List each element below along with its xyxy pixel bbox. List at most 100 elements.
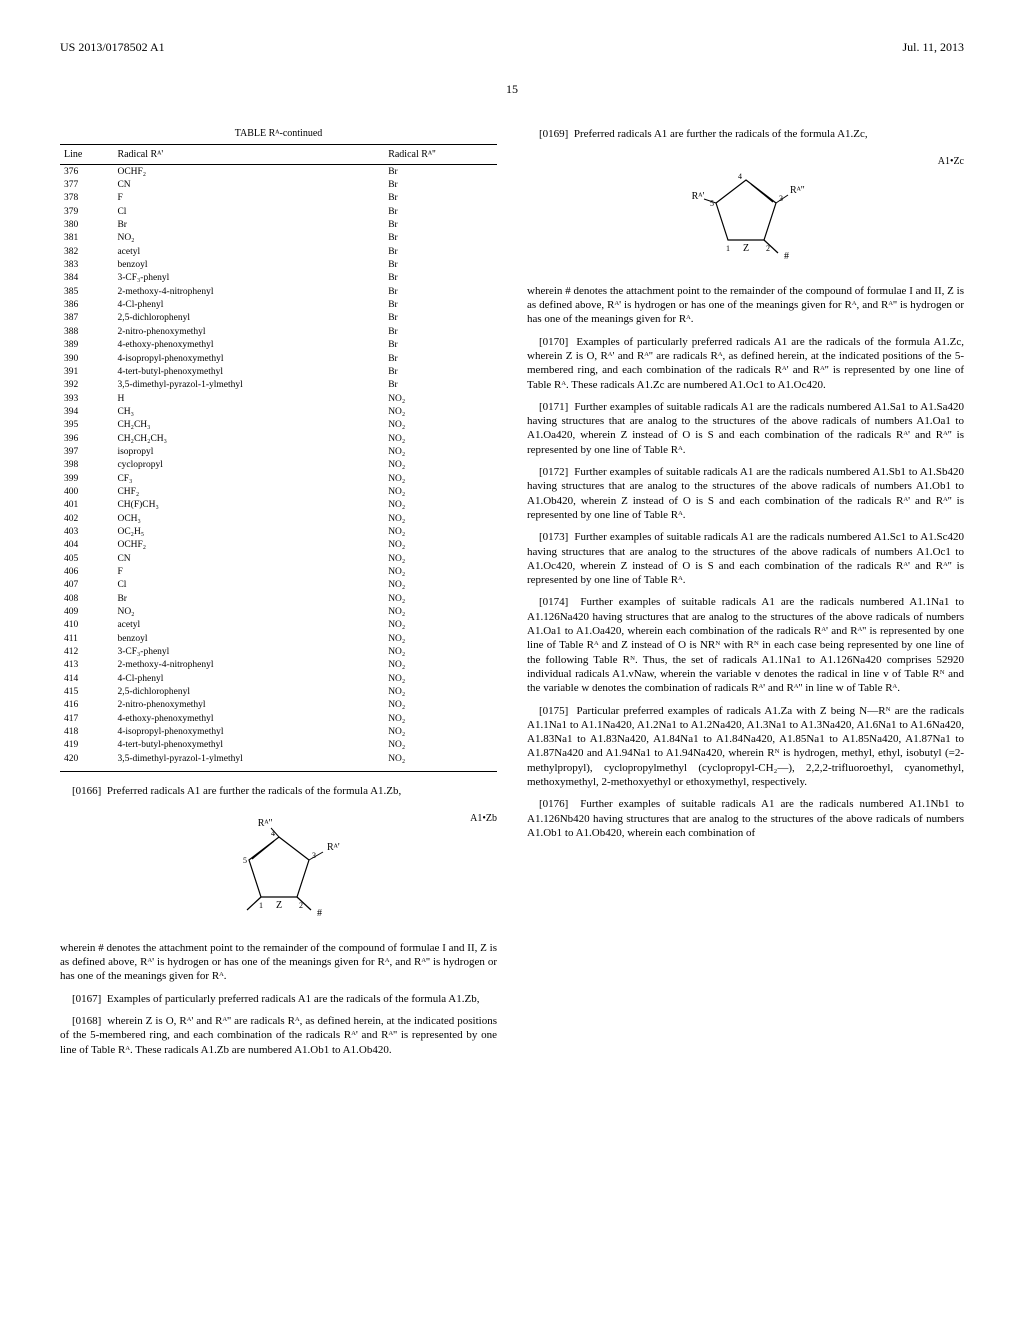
table-cell: 391 (60, 365, 113, 378)
table-row: 383benzoylBr (60, 259, 497, 272)
svg-text:#: # (784, 251, 789, 262)
svg-text:Z: Z (275, 900, 281, 911)
paragraph-0172: [0172] Further examples of suitable radi… (527, 465, 964, 522)
table-cell: Br (384, 285, 497, 298)
svg-text:1: 1 (259, 901, 263, 910)
table-row: 405CNNO₂ (60, 552, 497, 565)
table-cell: 4-tert-butyl-phenoxymethyl (113, 365, 384, 378)
para-text: Further examples of suitable radicals A1… (527, 401, 964, 456)
table-cell: 390 (60, 352, 113, 365)
table-row: 382acetylBr (60, 245, 497, 258)
table-cell: 4-isopropyl-phenoxymethyl (113, 352, 384, 365)
para-text: Further examples of suitable radicals A1… (527, 466, 964, 521)
table-cell: OC₂H₅ (113, 525, 384, 538)
para-text: wherein Z is O, Rᴬ' and Rᴬ'' are radical… (60, 1015, 497, 1056)
table-cell: 3,5-dimethyl-pyrazol-1-ylmethyl (113, 752, 384, 771)
svg-text:Rᴬ': Rᴬ' (327, 842, 340, 853)
table-cell: Br (384, 325, 497, 338)
table-cell: NO₂ (384, 405, 497, 418)
table-cell: Br (384, 339, 497, 352)
table-cell: 4-ethoxy-phenoxymethyl (113, 712, 384, 725)
svg-text:Rᴬ'': Rᴬ'' (790, 185, 805, 196)
pentagon-structure-icon: Z 1 5 4 3 2 # Rᴬ'' Rᴬ' (676, 155, 816, 265)
table-cell: 396 (60, 432, 113, 445)
para-text: Further examples of suitable radicals A1… (527, 596, 964, 694)
table-cell: NO₂ (384, 712, 497, 725)
para-text: Examples of particularly preferred radic… (527, 336, 964, 391)
table-row: 3894-ethoxy-phenoxymethylBr (60, 339, 497, 352)
table-cell: 417 (60, 712, 113, 725)
table-cell: 411 (60, 632, 113, 645)
table-cell: H (113, 392, 384, 405)
table-cell: 3-CF₃-phenyl (113, 646, 384, 659)
table-row: 410acetylNO₂ (60, 619, 497, 632)
table-cell: 395 (60, 419, 113, 432)
table-cell: 419 (60, 739, 113, 752)
table-row: 406FNO₂ (60, 566, 497, 579)
table-cell: 2-nitro-phenoxymethyl (113, 325, 384, 338)
table-cell: 381 (60, 232, 113, 245)
table-cell: 379 (60, 205, 113, 218)
table-cell: NO₂ (384, 632, 497, 645)
table-cell: 3,5-dimethyl-pyrazol-1-ylmethyl (113, 379, 384, 392)
table-cell: acetyl (113, 619, 384, 632)
table-cell: 410 (60, 619, 113, 632)
table-row: 409NO₂NO₂ (60, 606, 497, 619)
table-cell: 4-tert-butyl-phenoxymethyl (113, 739, 384, 752)
table-cell: 399 (60, 472, 113, 485)
table-row: 3852-methoxy-4-nitrophenylBr (60, 285, 497, 298)
table-row: 4144-Cl-phenylNO₂ (60, 672, 497, 685)
table-cell: 386 (60, 299, 113, 312)
table-cell: Br (384, 219, 497, 232)
table-row: 411benzoylNO₂ (60, 632, 497, 645)
table-cell: 407 (60, 579, 113, 592)
table-cell: 378 (60, 192, 113, 205)
table-cell: NO₂ (384, 726, 497, 739)
table-cell: NO₂ (384, 512, 497, 525)
table-cell: NO₂ (384, 459, 497, 472)
col-radical-a-prime: Radical Rᴬ' (113, 145, 384, 165)
table-cell: F (113, 192, 384, 205)
table-body: 376OCHF₂Br377CNBr378FBr379ClBr380BrBr381… (60, 165, 497, 772)
para-text: Examples of particularly preferred radic… (107, 993, 480, 1005)
table-cell: NO₂ (113, 606, 384, 619)
paragraph-0174: [0174] Further examples of suitable radi… (527, 595, 964, 695)
table-cell: 397 (60, 445, 113, 458)
page-header: US 2013/0178502 A1 Jul. 11, 2013 (60, 40, 964, 62)
table-cell: NO₂ (384, 499, 497, 512)
table-cell: Br (384, 299, 497, 312)
table-row: 404OCHF₂NO₂ (60, 539, 497, 552)
table-cell: NO₂ (384, 592, 497, 605)
table-row: 400CHF₂NO₂ (60, 485, 497, 498)
table-cell: Br (384, 232, 497, 245)
svg-text:Rᴬ'': Rᴬ'' (257, 818, 272, 829)
table-cell: Br (384, 165, 497, 179)
page-number: 15 (60, 82, 964, 98)
table-cell: 2-methoxy-4-nitrophenyl (113, 285, 384, 298)
structure-a1zb: A1•Zb Z 1 5 4 3 2 # Rᴬ'' Rᴬ' (60, 812, 497, 926)
svg-text:4: 4 (738, 172, 742, 181)
table-cell: Br (384, 179, 497, 192)
table-cell: NO₂ (384, 552, 497, 565)
table-row: 4152,5-dichlorophenylNO₂ (60, 686, 497, 699)
table-cell: 4-Cl-phenyl (113, 672, 384, 685)
table-cell: NO₂ (384, 566, 497, 579)
table-row: 4184-isopropyl-phenoxymethylNO₂ (60, 726, 497, 739)
para-num: [0176] (539, 798, 568, 810)
paragraph-0171: [0171] Further examples of suitable radi… (527, 400, 964, 457)
table-cell: CH₂CH₃ (113, 419, 384, 432)
paragraph-0166-continued: wherein # denotes the attachment point t… (60, 941, 497, 984)
table-cell: CN (113, 179, 384, 192)
table-cell: Br (384, 192, 497, 205)
table-cell: acetyl (113, 245, 384, 258)
table-cell: OCHF₂ (113, 165, 384, 179)
table-cell: NO₂ (384, 619, 497, 632)
table-cell: 404 (60, 539, 113, 552)
pentagon-structure-icon: Z 1 5 4 3 2 # Rᴬ'' Rᴬ' (209, 812, 349, 922)
para-num: [0172] (539, 466, 568, 478)
table-row: 3882-nitro-phenoxymethylBr (60, 325, 497, 338)
svg-text:3: 3 (312, 851, 316, 860)
table-cell: 420 (60, 752, 113, 771)
table-row: 3864-Cl-phenylBr (60, 299, 497, 312)
para-text: Further examples of suitable radicals A1… (527, 531, 964, 586)
